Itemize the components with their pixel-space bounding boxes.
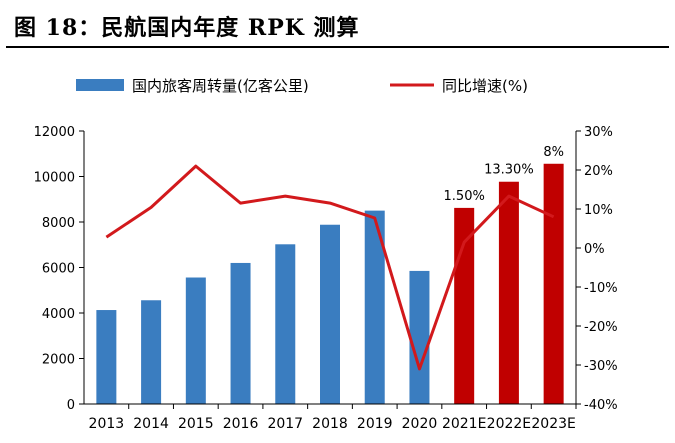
left-tick-label: 6000 bbox=[42, 262, 75, 277]
legend-bar-swatch bbox=[76, 79, 124, 91]
bar-series bbox=[96, 163, 564, 404]
data-label: 8% bbox=[543, 145, 564, 160]
left-tick-label: 8000 bbox=[42, 216, 75, 231]
right-tick-label: 0% bbox=[584, 242, 605, 257]
x-tick-label: 2013 bbox=[89, 416, 125, 432]
x-tick-label: 2019 bbox=[357, 416, 393, 432]
bar-2022E bbox=[498, 181, 519, 404]
data-labels: 1.50% 13.30% 8% bbox=[444, 145, 564, 204]
legend-line-label: 同比增速(%) bbox=[442, 77, 528, 95]
x-tick-label: 2015 bbox=[178, 416, 214, 432]
left-tick-label: 12000 bbox=[34, 125, 75, 140]
title-rule bbox=[6, 46, 669, 48]
x-tick-label: 2014 bbox=[133, 416, 169, 432]
bar-2018 bbox=[320, 224, 340, 404]
right-tick-label: -20% bbox=[584, 320, 618, 335]
x-tick-label: 2022E bbox=[487, 416, 531, 432]
legend: 国内旅客周转量(亿客公里) 同比增速(%) bbox=[76, 77, 528, 95]
right-tick-label: 20% bbox=[584, 164, 613, 179]
x-tick-label: 2021E bbox=[442, 416, 486, 432]
right-tick-label: 30% bbox=[584, 125, 613, 140]
legend-bar-label: 国内旅客周转量(亿客公里) bbox=[132, 77, 309, 95]
right-tick-label: -40% bbox=[584, 398, 618, 413]
data-label: 13.30% bbox=[484, 163, 534, 178]
bar-2019 bbox=[364, 210, 385, 404]
bar-2013 bbox=[96, 310, 117, 404]
left-tick-label: 0 bbox=[67, 398, 75, 413]
right-tick-label: -30% bbox=[584, 359, 618, 374]
x-tick-label: 2020 bbox=[402, 416, 438, 432]
bar-2016 bbox=[230, 262, 251, 404]
data-label: 1.50% bbox=[444, 189, 485, 204]
x-tick-label: 2018 bbox=[312, 416, 348, 432]
left-tick-label: 2000 bbox=[42, 353, 75, 368]
bar-2017 bbox=[275, 244, 296, 404]
figure-header: 图 18：民航国内年度 RPK 测算 bbox=[6, 0, 669, 48]
bar-2021E bbox=[454, 207, 475, 404]
left-tick-label: 10000 bbox=[34, 171, 75, 186]
bar-2015 bbox=[185, 277, 206, 404]
right-tick-label: 10% bbox=[584, 203, 613, 218]
right-tick-label: -10% bbox=[584, 281, 618, 296]
bar-2014 bbox=[141, 300, 162, 404]
x-tick-label: 2017 bbox=[267, 416, 303, 432]
bar-2023E bbox=[543, 163, 564, 404]
x-tick-label: 2023E bbox=[531, 416, 575, 432]
bar-2020 bbox=[409, 270, 430, 404]
x-tick-label: 2016 bbox=[223, 416, 259, 432]
axes: 0 2000 4000 6000 8000 10000 12000 -40% -30% -20% -… bbox=[34, 125, 618, 432]
left-tick-label: 4000 bbox=[42, 307, 75, 322]
figure-title: 图 18：民航国内年度 RPK 测算 bbox=[14, 15, 360, 41]
line-series bbox=[105, 164, 555, 371]
